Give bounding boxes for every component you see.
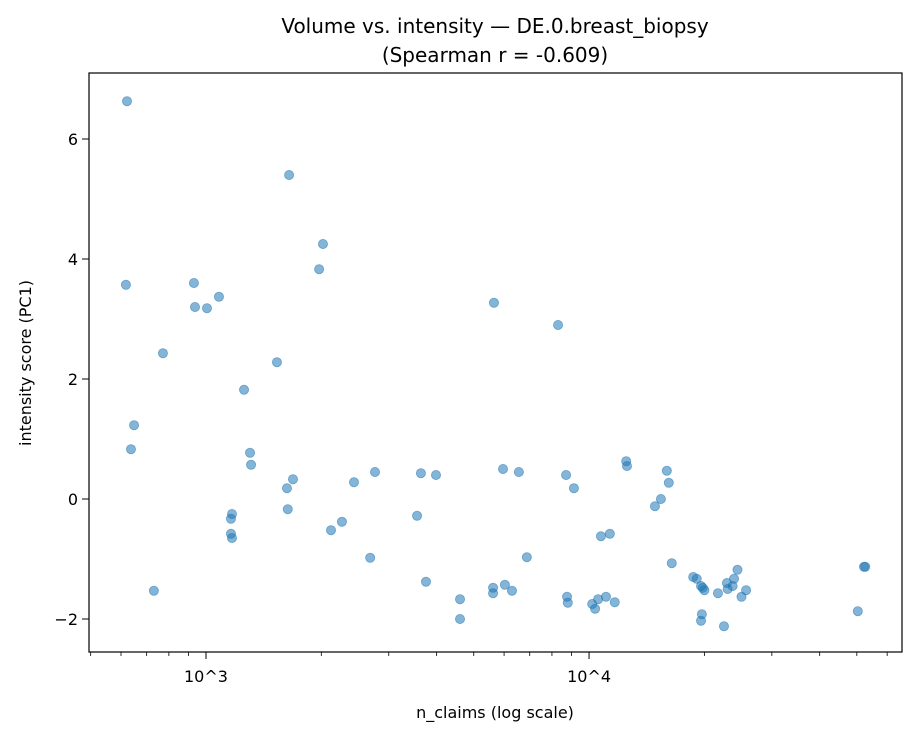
y-axis-label: intensity score (PC1) <box>16 280 35 446</box>
scatter-point <box>246 459 257 470</box>
scatter-point <box>666 558 677 569</box>
scatter-point <box>741 585 752 596</box>
scatter-point <box>317 238 328 249</box>
scatter-point <box>712 588 723 599</box>
scatter-point <box>415 468 426 479</box>
scatter-point <box>621 460 632 471</box>
scatter-point <box>314 264 325 275</box>
scatter-point <box>732 564 743 575</box>
scatter-point <box>455 594 466 605</box>
y-tick-label: 2 <box>68 370 78 389</box>
scatter-point <box>699 585 710 596</box>
scatter-point <box>225 513 236 524</box>
scatter-point <box>455 614 466 625</box>
scatter-point <box>604 528 615 539</box>
scatter-point <box>348 477 359 488</box>
scatter-point <box>553 319 564 330</box>
scatter-point <box>499 579 510 590</box>
x-tick-label-10000: 10^4 <box>567 667 611 686</box>
scatter-point <box>412 510 423 521</box>
scatter-point <box>226 533 237 544</box>
scatter-point <box>729 573 740 584</box>
scatter-point <box>420 576 431 587</box>
scatter-point <box>609 597 620 608</box>
scatter-point <box>239 384 250 395</box>
scatter-point <box>284 169 295 180</box>
scatter-point <box>189 301 200 312</box>
scatter-point <box>121 96 132 107</box>
scatter-point <box>488 588 499 599</box>
scatter-point <box>696 615 707 626</box>
scatter-point <box>649 501 660 512</box>
scatter-point <box>498 463 509 474</box>
scatter-point <box>852 606 863 617</box>
scatter-point <box>513 466 524 477</box>
scatter-point <box>691 573 702 584</box>
scatter-point <box>129 420 140 431</box>
y-tick-label: −2 <box>54 610 78 629</box>
scatter-point <box>336 516 347 527</box>
scatter-point <box>663 477 674 488</box>
scatter-point <box>271 357 282 368</box>
y-tick-label: 0 <box>68 490 78 509</box>
scatter-point <box>562 597 573 608</box>
scatter-point <box>655 493 666 504</box>
scatter-point <box>326 525 337 536</box>
scatter-point <box>282 504 293 515</box>
scatter-point <box>120 279 131 290</box>
scatter-point <box>661 465 672 476</box>
x-tick-label-1000: 10^3 <box>184 667 228 686</box>
scatter-point <box>860 561 871 572</box>
scatter-point <box>600 591 611 602</box>
y-tick-label: 4 <box>68 250 78 269</box>
y-tick-label: 6 <box>68 130 78 149</box>
scatter-point <box>188 277 199 288</box>
scatter-point <box>561 469 572 480</box>
scatter-point <box>287 474 298 485</box>
x-axis-label: n_claims (log scale) <box>416 703 574 723</box>
scatter-point <box>245 447 256 458</box>
scatter-point <box>281 483 292 494</box>
scatter-point <box>213 291 224 302</box>
chart-title: Volume vs. intensity — DE.0.breast_biops… <box>281 14 709 38</box>
scatter-point <box>365 552 376 563</box>
scatter-point <box>595 531 606 542</box>
scatter-point <box>201 303 212 314</box>
scatter-point <box>157 348 168 359</box>
chart-subtitle: (Spearman r = -0.609) <box>382 43 608 67</box>
scatter-point <box>125 444 136 455</box>
scatter-point <box>370 466 381 477</box>
scatter-point <box>506 585 517 596</box>
scatter-point <box>521 552 532 563</box>
scatter-point <box>430 469 441 480</box>
scatter-point <box>148 585 159 596</box>
scatter-point <box>568 483 579 494</box>
scatter-point <box>718 621 729 632</box>
scatter-point <box>590 603 601 614</box>
plot-area-frame <box>88 72 903 653</box>
scatter-point <box>488 297 499 308</box>
